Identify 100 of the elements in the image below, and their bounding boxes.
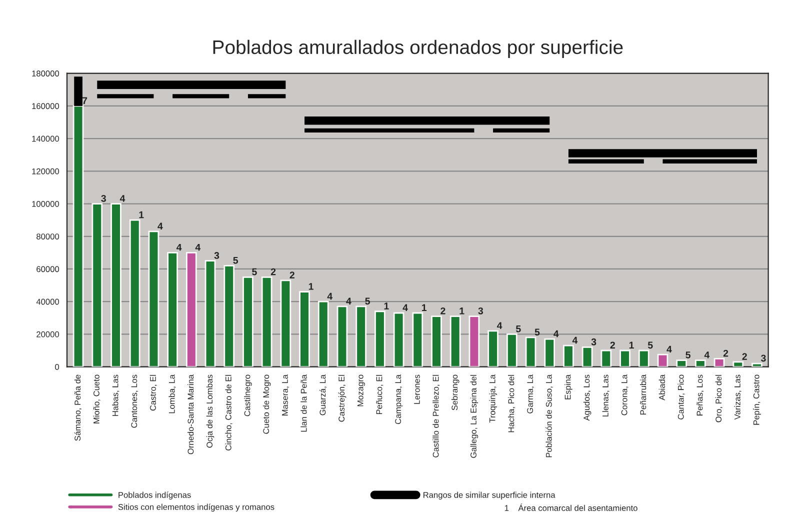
chart-title: Poblados amurallados ordenados por superficie: [213, 40, 623, 58]
y-tick-label: 0: [55, 364, 60, 370]
bar: [224, 265, 235, 367]
bar: [261, 276, 272, 367]
annotation: 1: [460, 308, 464, 314]
x-tick-label: Cueto de Mogro: [262, 374, 271, 434]
bar: [129, 219, 140, 367]
x-tick-label: Peñuco, El: [376, 374, 384, 414]
annotation: 2: [723, 350, 728, 357]
x-tick-label: Castillo de Prellezo, El: [432, 374, 440, 458]
x-tick-label: Ornedo-Santa Marina: [188, 374, 194, 454]
annotation: 3: [591, 338, 596, 346]
annotation: 1: [139, 211, 144, 218]
bar: [620, 350, 630, 367]
bar: [431, 316, 442, 367]
x-tick-label: Gallego, La Espina del: [470, 374, 478, 458]
annotation: 3: [478, 307, 484, 314]
y-tick-label: 60000: [36, 266, 60, 272]
annotation: 4: [158, 222, 163, 230]
x-tick-label: Guarzá, La: [319, 374, 327, 416]
y-tick-label: 180000: [32, 70, 60, 76]
bar: [544, 338, 556, 367]
annotation: 3: [214, 252, 220, 259]
bar: [450, 316, 461, 367]
annotation: 1: [384, 302, 389, 310]
annotation: 7: [82, 97, 88, 104]
bar: [167, 252, 178, 367]
y-tick-label: 140000: [32, 136, 60, 142]
annotation: 4: [554, 330, 559, 338]
x-tick-label: Espina: [564, 374, 572, 400]
x-tick-label: Oro, Pico del: [715, 374, 723, 422]
bar: [657, 354, 668, 367]
x-tick-label: Castilnegro: [244, 374, 252, 416]
x-tick-label: Peñarrubia: [640, 374, 646, 415]
annotation: 4: [120, 195, 126, 202]
annotation: 4: [346, 298, 352, 304]
annotation: 1: [422, 304, 427, 311]
x-tick-label: Sebrango: [451, 374, 460, 410]
bar: [92, 203, 103, 367]
bar: [506, 334, 518, 367]
bar: [412, 312, 424, 367]
bar: [525, 336, 536, 367]
annotation: 2: [270, 268, 276, 276]
annotation: 5: [252, 268, 257, 276]
y-tick-label: 80000: [36, 234, 60, 240]
bar: [242, 276, 254, 367]
bar: [148, 230, 160, 367]
bar: [318, 300, 329, 367]
annotation: 3: [760, 354, 766, 362]
x-tick-label: Castrejón, El: [338, 374, 346, 422]
x-tick-label: Campana, La: [395, 374, 403, 424]
x-tick-label: Masera, La: [282, 374, 289, 416]
annotation: 4: [572, 336, 578, 344]
x-tick-label: Hacha, Pico del: [508, 374, 516, 432]
bar: [600, 350, 612, 367]
annotation: 2: [440, 307, 446, 314]
x-tick-label: Llan de la Peña: [300, 374, 307, 432]
bar: [280, 280, 292, 367]
bar: [676, 360, 687, 367]
bar: [695, 360, 706, 367]
bar: [563, 344, 574, 367]
x-tick-label: Garma, La: [527, 374, 534, 414]
annotation: 4: [327, 292, 332, 300]
x-tick-label: Cantar, Pico: [678, 374, 685, 420]
x-tick-label: Ocja de las Lombas: [206, 374, 214, 448]
text: 1 Área comarcal del asentamiento: [504, 504, 638, 511]
bar: [356, 306, 366, 367]
bar: [488, 330, 498, 367]
annotation: 4: [195, 244, 201, 251]
annotation: 4: [176, 244, 182, 251]
x-tick-label: Habas, Las: [112, 374, 120, 416]
x-tick-label: Mioño, Cueto: [93, 374, 100, 424]
y-tick-label: 100000: [32, 200, 60, 207]
bar: [468, 316, 480, 367]
annotation: 2: [610, 342, 615, 348]
annotation: 4: [666, 346, 672, 353]
x-tick-label: Peñas, Los: [696, 374, 704, 416]
annotation: 4: [496, 322, 502, 329]
annotation: 5: [365, 298, 370, 305]
x-tick-label: Mozagro: [358, 374, 365, 406]
annotation: 1: [308, 283, 314, 290]
x-tick-label: Sámano, Peña de: [74, 374, 82, 441]
bar: [582, 346, 593, 367]
annotation: 4: [402, 304, 408, 311]
bar: [393, 312, 404, 367]
x-tick-label: Población de Suso, La: [546, 374, 553, 458]
annotation: 5: [233, 257, 238, 264]
y-tick-label: 120000: [32, 168, 60, 174]
annotation: 3: [101, 194, 106, 202]
x-tick-label: Abiada: [658, 374, 665, 400]
annotation: 1: [629, 342, 634, 348]
x-tick-label: Corona, La: [621, 374, 628, 416]
bar: [752, 362, 762, 367]
bar: [714, 358, 725, 367]
bar: [204, 260, 216, 367]
x-tick-label: Agudos, Los: [583, 374, 592, 421]
annotation: 5: [534, 328, 540, 336]
x-tick-label: Lomba, La: [168, 374, 176, 414]
bar: [72, 105, 84, 367]
annotation: 5: [648, 342, 653, 349]
